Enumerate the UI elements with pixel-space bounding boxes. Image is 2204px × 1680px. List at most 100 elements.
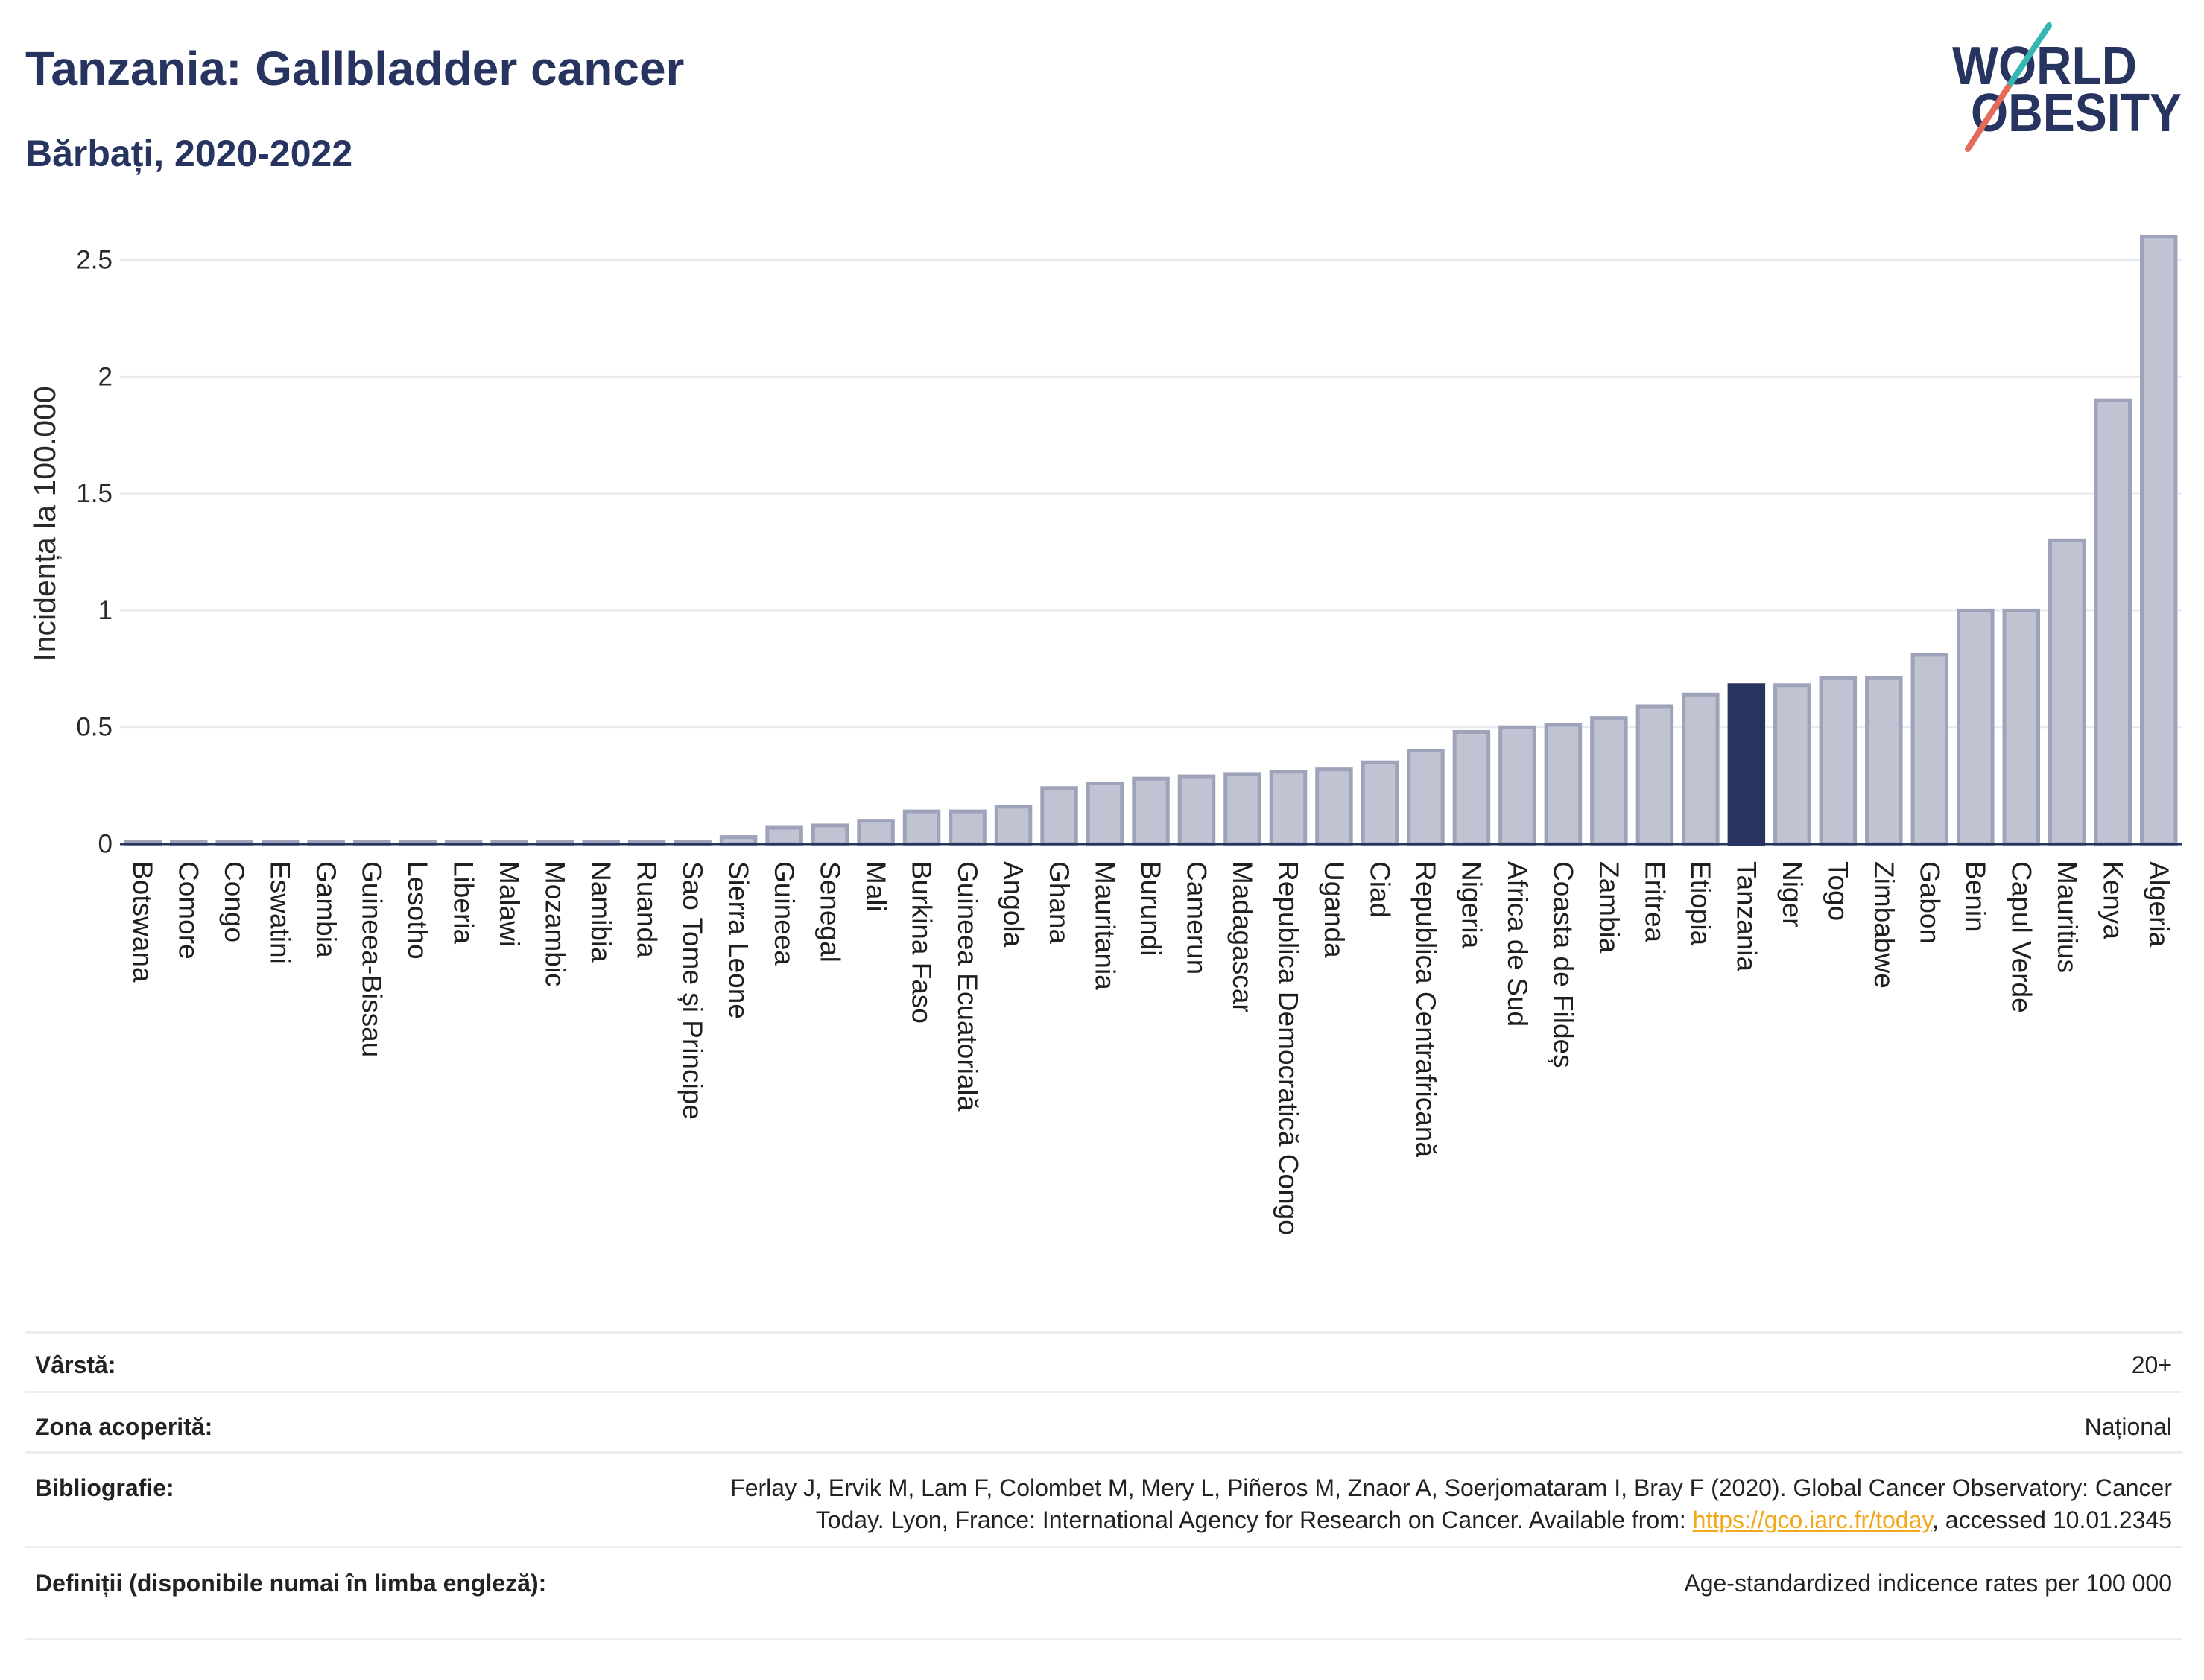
x-tick-label: Capul Verde: [2006, 861, 2036, 1013]
bar-tanzania: [1727, 683, 1766, 846]
x-tick-label: Republica Democratică Congo: [1273, 861, 1303, 1235]
bars: [124, 235, 2178, 846]
x-tick-label: Burundi: [1136, 861, 1166, 957]
bibliography-line-1: Ferlay J, Ervik M, Lam F, Colombet M, Me…: [730, 1474, 2172, 1501]
x-tick-label: Angola: [998, 861, 1029, 948]
bar-zambia: [1590, 716, 1628, 846]
info-label: Definiții (disponibile numai în limba en…: [35, 1570, 547, 1597]
logo-line-world: WORLD: [1952, 37, 2137, 96]
x-tick-label: Zimbabwe: [1869, 861, 1899, 989]
x-tick-label: Gabon: [1914, 861, 1945, 944]
bar-ghana: [1040, 786, 1078, 846]
x-tick-label: Liberia: [449, 861, 479, 944]
logo-slash-coral: [1965, 84, 2011, 152]
y-tick-label: 1: [98, 596, 113, 625]
info-value: 20+: [2131, 1351, 2172, 1378]
bar-eritrea: [1635, 704, 1674, 846]
bar-guineea-ecuatoriala: [949, 809, 987, 846]
x-tick-label: Madagascar: [1227, 861, 1258, 1013]
info-table: Vârstă: 20+ Zona acoperită: Național Bib…: [25, 1331, 2182, 1640]
x-tick-label: Mali: [861, 861, 891, 912]
x-tick-label: Congo: [219, 861, 250, 942]
bar-guineea: [765, 825, 803, 846]
x-tick-label: Togo: [1823, 861, 1853, 921]
bar-niger: [1773, 683, 1811, 846]
x-tick-label: Benin: [1960, 861, 1991, 932]
bar-burkina-faso: [902, 809, 941, 846]
bar-benin: [1957, 608, 1995, 846]
info-row-coverage: Zona acoperită: Național: [25, 1393, 2182, 1454]
bar-senegal: [811, 823, 849, 846]
bibliography-accessed: , accessed 10.01.2345: [1931, 1506, 2172, 1533]
x-tick-label: Coasta de Fildeș: [1548, 861, 1578, 1068]
x-tick-label: Ruanda: [632, 861, 662, 958]
y-axis-label: Incidența la 100.000: [28, 386, 62, 661]
x-tick-label: Africa de Sud: [1502, 861, 1533, 1027]
page-subtitle: Bărbați, 2020-2022: [25, 133, 353, 174]
x-tick-label: Sao Tome și Principe: [677, 861, 708, 1120]
info-value: Age-standardized indicence rates per 100…: [1684, 1570, 2172, 1597]
bar-kenya: [2094, 398, 2132, 846]
x-tick-label: Guineea-Bissau: [357, 861, 387, 1057]
gridlines: [120, 259, 2182, 729]
x-tick-label: Uganda: [1319, 861, 1349, 958]
info-row-definitions: Definiții (disponibile numai în limba en…: [25, 1548, 2182, 1640]
page-title: Tanzania: Gallbladder cancer: [25, 42, 685, 95]
bar-republica-democratica-congo: [1269, 770, 1308, 846]
bar-camerun: [1177, 774, 1216, 846]
x-tick-label: Mauritius: [2052, 861, 2083, 973]
x-tick-label: Zambia: [1594, 861, 1624, 954]
x-tick-label: Namibia: [586, 861, 616, 963]
x-tick-label: Lesotho: [402, 861, 433, 960]
x-tick-label: Eswatini: [265, 861, 296, 964]
bar-mauritius: [2048, 538, 2086, 846]
info-label: Vârstă:: [35, 1351, 116, 1378]
bar-zimbabwe: [1865, 676, 1903, 846]
x-tick-label: Nigeria: [1456, 861, 1486, 949]
x-axis-labels: Botswana Comore Congo Eswatini Gambia Guineea…: [127, 861, 2174, 1235]
x-tick-label: Niger: [1777, 861, 1808, 927]
bar-madagascar: [1223, 772, 1261, 846]
x-tick-label: Guineea: [769, 861, 799, 966]
world-obesity-logo: WORLD OBESITY: [1952, 22, 2182, 152]
x-tick-label: Guineea Ecuatorială: [952, 861, 983, 1112]
x-tick-label: Mozambic: [540, 861, 571, 987]
info-value: Ferlay J, Ervik M, Lam F, Colombet M, Me…: [730, 1472, 2172, 1536]
bar-togo: [1819, 676, 1858, 846]
x-tick-label: Algeria: [2144, 861, 2174, 948]
x-tick-label: Sierra Leone: [723, 861, 754, 1019]
bibliography-text: Today. Lyon, France: International Agenc…: [815, 1506, 1693, 1533]
x-tick-label: Tanzania: [1731, 861, 1761, 972]
logo-slash-teal: [2005, 22, 2052, 90]
bar-angola: [994, 805, 1033, 846]
x-tick-label: Etiopia: [1685, 861, 1716, 946]
y-tick-label: 2: [98, 362, 113, 391]
bar-burundi: [1132, 776, 1170, 846]
bar-capul-verde: [2002, 608, 2041, 846]
y-axis-ticks: 0 0.5 1 1.5 2 2.5: [76, 246, 113, 859]
x-tick-label: Senegal: [815, 861, 846, 963]
bar-ciad: [1361, 760, 1399, 846]
x-tick-label: Malawi: [494, 861, 525, 947]
info-label: Zona acoperită:: [35, 1413, 213, 1440]
bar-chart: 0 0.5 1 1.5 2 2.5 Botswana Comore Congo Eswatini…: [28, 235, 2182, 1235]
y-tick-label: 2.5: [76, 246, 113, 275]
bar-uganda: [1315, 767, 1353, 846]
bar-mauritania: [1086, 781, 1124, 846]
bibliography-line-2: Today. Lyon, France: International Agenc…: [730, 1504, 2172, 1536]
x-tick-label: Comore: [174, 861, 204, 960]
x-tick-label: Mauritania: [1090, 861, 1121, 990]
x-tick-label: Botswana: [127, 861, 158, 983]
x-tick-label: Burkina Faso: [907, 861, 937, 1024]
y-tick-label: 0: [98, 830, 113, 859]
source-link[interactable]: https://gco.iarc.fr/today: [1692, 1506, 1932, 1533]
x-tick-label: Kenya: [2097, 861, 2128, 939]
info-row-age: Vârstă: 20+: [25, 1334, 2182, 1393]
bar-gabon: [1910, 653, 1949, 846]
bar-algeria: [2140, 235, 2178, 846]
info-row-bibliography: Bibliografie: Ferlay J, Ervik M, Lam F, …: [25, 1454, 2182, 1548]
bar-etiopia: [1682, 692, 1720, 846]
info-label: Bibliografie:: [35, 1474, 174, 1501]
x-tick-label: Camerun: [1181, 861, 1212, 974]
y-tick-label: 1.5: [76, 479, 113, 508]
